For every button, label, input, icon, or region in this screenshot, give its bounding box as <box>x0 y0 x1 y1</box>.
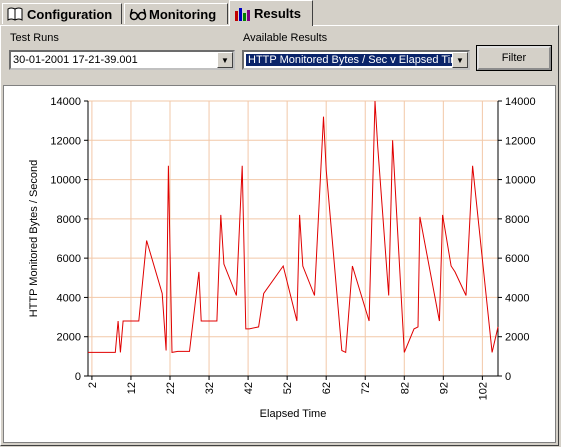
y-tick-label-right: 0 <box>505 371 511 383</box>
x-tick-label: 92 <box>438 382 450 394</box>
available-results-value: HTTP Monitored Bytes / Sec v Elapsed Tir <box>245 53 457 67</box>
y-tick-label-right: 14000 <box>505 96 536 108</box>
y-tick-label-left: 10000 <box>50 175 81 187</box>
tab-strip: Configuration Monitoring Results <box>0 0 561 26</box>
y-tick-label-right: 8000 <box>505 214 529 226</box>
available-results-dropdown[interactable]: HTTP Monitored Bytes / Sec v Elapsed Tir… <box>242 50 470 70</box>
chart-area: 0 0 2000 2000 4000 4000 6000 6000 8000 8000 10000 1… <box>3 85 556 443</box>
y-tick-label-left: 6000 <box>57 253 81 265</box>
tab-results[interactable]: Results <box>229 0 313 26</box>
bar-chart-icon <box>234 7 250 21</box>
chevron-down-icon[interactable]: ▼ <box>217 52 233 68</box>
available-results-label: Available Results <box>243 32 328 44</box>
tab-label: Results <box>254 6 301 21</box>
x-tick-label: 2 <box>87 382 99 388</box>
y-axis-label: HTTP Monitored Bytes / Second <box>28 160 40 318</box>
x-tick-label: 22 <box>165 382 177 394</box>
y-tick-label-left: 4000 <box>57 292 81 304</box>
tab-monitoring[interactable]: Monitoring <box>124 3 228 24</box>
tab-label: Monitoring <box>149 6 217 22</box>
x-tick-label: 62 <box>321 382 333 394</box>
tab-configuration[interactable]: Configuration <box>2 3 122 24</box>
y-tick-label-left: 8000 <box>57 214 81 226</box>
test-runs-dropdown[interactable]: 30-01-2001 17-21-39.001 ▼ <box>9 50 235 70</box>
line-chart: 0 0 2000 2000 4000 4000 6000 6000 8000 8000 10000 1… <box>28 96 536 420</box>
x-tick-label: 82 <box>399 382 411 394</box>
tab-label: Configuration <box>27 6 113 22</box>
x-tick-label: 12 <box>126 382 138 394</box>
y-tick-label-left: 14000 <box>50 96 81 108</box>
test-runs-value: 30-01-2001 17-21-39.001 <box>13 54 138 66</box>
x-tick-label: 32 <box>204 382 216 394</box>
y-tick-label-right: 10000 <box>505 175 536 187</box>
y-tick-label-right: 2000 <box>505 332 529 344</box>
x-tick-label: 102 <box>477 382 489 400</box>
filter-button[interactable]: Filter <box>476 45 552 71</box>
y-tick-label-right: 6000 <box>505 253 529 265</box>
y-tick-label-left: 2000 <box>57 332 81 344</box>
glasses-icon <box>129 7 147 21</box>
book-icon <box>7 7 23 21</box>
x-tick-label: 72 <box>360 382 372 394</box>
test-runs-label: Test Runs <box>10 32 59 44</box>
y-tick-label-right: 12000 <box>505 135 536 147</box>
x-tick-label: 52 <box>282 382 294 394</box>
y-tick-label-left: 12000 <box>50 135 81 147</box>
y-tick-label-left: 0 <box>75 371 81 383</box>
chevron-down-icon[interactable]: ▼ <box>452 52 468 68</box>
x-tick-label: 42 <box>243 382 255 394</box>
y-tick-label-right: 4000 <box>505 292 529 304</box>
x-axis-label: Elapsed Time <box>260 408 327 420</box>
series-line <box>88 100 499 354</box>
